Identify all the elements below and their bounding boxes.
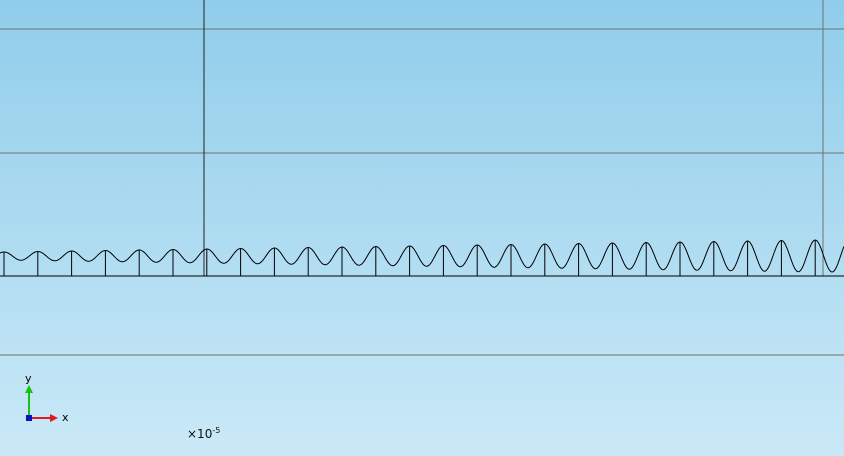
wave-geometry[interactable] xyxy=(0,239,844,277)
triad-graphic xyxy=(25,385,58,422)
scale-prefix: ×10 xyxy=(187,427,213,441)
scale-exponent: -5 xyxy=(212,426,221,435)
vertical-edges xyxy=(3,240,816,276)
origin-marker xyxy=(26,415,32,421)
scale-factor-label: ×10-5 xyxy=(187,426,220,441)
grid-lines xyxy=(0,0,844,356)
x-arrow-head xyxy=(50,414,58,422)
x-axis-label: x xyxy=(62,411,69,424)
wave-surface-edge[interactable] xyxy=(0,239,844,273)
axis-orientation-triad: y x xyxy=(20,372,80,428)
y-axis-label: y xyxy=(25,372,32,385)
y-arrow-head xyxy=(25,385,33,393)
